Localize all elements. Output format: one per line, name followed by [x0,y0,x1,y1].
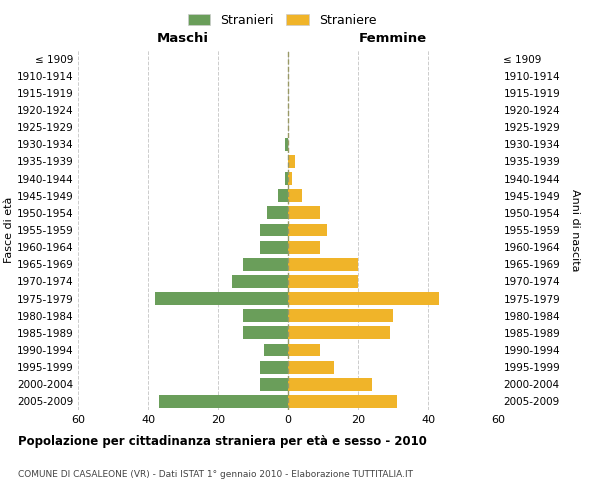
Text: Femmine: Femmine [359,32,427,45]
Bar [260,240,288,254]
Y-axis label: Anni di nascita: Anni di nascita [569,188,580,271]
Bar [158,395,288,408]
Bar [288,360,334,374]
Bar [288,155,295,168]
Bar [288,224,326,236]
Bar [288,292,439,305]
Bar [260,378,288,390]
Bar [288,206,320,220]
Bar [288,326,389,340]
Bar [288,275,358,288]
Bar [260,360,288,374]
Bar [288,240,320,254]
Y-axis label: Fasce di età: Fasce di età [4,197,14,263]
Bar [242,258,288,270]
Bar [277,190,288,202]
Bar [263,344,288,356]
Bar [288,190,302,202]
Text: Popolazione per cittadinanza straniera per età e sesso - 2010: Popolazione per cittadinanza straniera p… [18,435,427,448]
Bar [155,292,288,305]
Bar [288,172,292,185]
Bar [288,395,397,408]
Bar [267,206,288,220]
Bar [288,378,372,390]
Legend: Stranieri, Straniere: Stranieri, Straniere [183,8,381,32]
Text: Maschi: Maschi [157,32,209,45]
Bar [288,258,358,270]
Bar [242,310,288,322]
Bar [232,275,288,288]
Bar [260,224,288,236]
Bar [284,172,288,185]
Bar [288,344,320,356]
Text: COMUNE DI CASALEONE (VR) - Dati ISTAT 1° gennaio 2010 - Elaborazione TUTTITALIA.: COMUNE DI CASALEONE (VR) - Dati ISTAT 1°… [18,470,413,479]
Bar [242,326,288,340]
Bar [284,138,288,150]
Bar [288,310,393,322]
